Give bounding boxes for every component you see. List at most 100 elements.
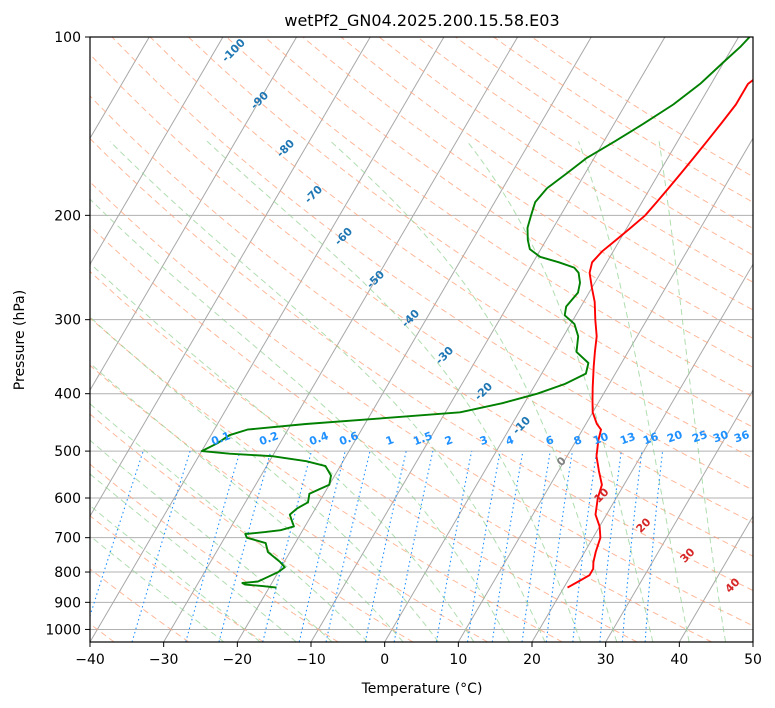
dry-adiabat-line (90, 515, 264, 642)
mixing-ratio-line (393, 450, 434, 642)
mixing-ratio-line (599, 451, 622, 642)
mixing-ratio-label: 10 (591, 430, 610, 448)
moist-adiabat-line (90, 198, 510, 642)
dry-adiabat-line (90, 413, 414, 642)
temperature-line (567, 78, 753, 589)
y-tick-label: 100 (54, 30, 81, 46)
moist-adiabat-line (578, 141, 690, 642)
moist-adiabat-line (90, 316, 439, 642)
isotherm-line (163, 37, 519, 642)
moist-adiabat-line (658, 141, 727, 642)
mixing-ratio-line (185, 450, 241, 642)
mixing-ratio-label: 20 (665, 428, 684, 446)
mixing-ratio-label: 0.4 (307, 429, 330, 448)
dry-adiabat-line (90, 364, 488, 642)
dry-adiabat-line (90, 53, 753, 524)
mixing-ratio-line (131, 450, 191, 642)
y-tick-label: 600 (54, 491, 81, 507)
dry-adiabat-line (90, 181, 753, 627)
mixing-ratio-line (545, 451, 573, 642)
moist-adiabat-line (90, 439, 333, 642)
y-tick-label: 300 (54, 313, 81, 329)
mixing-ratio-label: 16 (641, 430, 660, 448)
mixing-ratio-line (572, 451, 598, 642)
x-tick-label: −40 (75, 652, 105, 668)
dry-adiabat-lines (90, 37, 753, 642)
mixing-ratio-label: 0.6 (337, 429, 360, 448)
y-tick-label: 1000 (45, 622, 81, 638)
dry-adiabat-line (111, 37, 753, 491)
x-axis-ticks: −40 −30 −20 −10 0 10 20 30 40 50 (75, 642, 762, 668)
moist-adiabat-line (90, 362, 404, 642)
mixing-ratio-label: 6 (544, 433, 556, 448)
y-tick-label: 900 (54, 595, 81, 611)
moist-adiabat-lines (90, 140, 727, 642)
mixing-ratio-line (435, 450, 473, 642)
isotherm-line (531, 263, 753, 642)
x-tick-label: −30 (149, 652, 179, 668)
isotherm-line (90, 37, 445, 642)
isotherm-line (678, 515, 753, 642)
moist-adiabat-line (90, 473, 297, 642)
mixing-ratio-line (521, 451, 551, 642)
y-axis-ticks: 100 200 300 400 500 600 700 800 900 1000 (45, 30, 90, 638)
x-tick-label: −10 (296, 652, 326, 668)
mixing-ratio-line (466, 451, 501, 642)
dry-adiabat-line (90, 568, 190, 642)
mixing-ratio-label: 13 (618, 430, 637, 447)
x-axis-label: Temperature (°C) (361, 681, 483, 697)
mixing-ratio-line (491, 451, 524, 642)
mixing-ratio-label: 1 (384, 433, 396, 448)
mixing-ratio-label: 30 (711, 428, 730, 446)
isotherm-line (457, 137, 753, 642)
y-tick-label: 700 (54, 531, 81, 547)
mixing-ratio-line (90, 450, 144, 618)
dry-adiabat-line (226, 37, 753, 398)
mixing-ratio-label: 3 (478, 433, 490, 448)
x-tick-label: −20 (223, 652, 253, 668)
dry-adiabat-line (264, 37, 753, 368)
mixing-ratio-label: 8 (572, 433, 584, 448)
y-axis-label: Pressure (hPa) (12, 290, 28, 390)
mixing-ratio-label: 0.2 (257, 429, 280, 448)
x-tick-label: 20 (523, 652, 541, 668)
dewpoint-line (200, 37, 751, 589)
dry-adiabat-line (90, 225, 712, 642)
isotherm-line (90, 37, 224, 266)
mixing-ratio-label: 4 (504, 433, 516, 448)
isotherm-line (90, 37, 371, 518)
moist-adiabat-line (466, 140, 654, 642)
isotherm-line (605, 389, 753, 642)
isotherm-line (90, 37, 298, 392)
mixing-ratio-label: 0.1 (209, 429, 232, 448)
y-tick-label: 500 (54, 444, 81, 460)
moist-adiabat-line (90, 262, 475, 642)
y-tick-label: 200 (54, 208, 81, 224)
dry-adiabat-line (90, 137, 753, 592)
mixing-ratio-lines (90, 450, 664, 642)
mixing-ratio-label: 1.5 (411, 429, 434, 448)
chart-title: wetPf2_GN04.2025.200.15.58.E03 (284, 11, 559, 31)
moist-adiabat-line (206, 140, 582, 642)
moist-adiabat-line (330, 140, 618, 642)
mixing-ratio-label: 25 (690, 428, 709, 445)
mixing-ratio-line (621, 451, 643, 642)
plot-area: -100-90-80-70-60-50-40-30-20-10010203040… (90, 37, 753, 642)
y-tick-label: 800 (54, 565, 81, 581)
dry-adiabat-line (90, 95, 753, 557)
profile-series (200, 37, 753, 589)
x-tick-label: 10 (449, 652, 467, 668)
dry-adiabat-line (378, 37, 753, 283)
moist-adiabat-line (90, 535, 225, 642)
isotherm-line (384, 37, 740, 642)
mixing-ratio-label: 2 (443, 433, 455, 448)
x-tick-label: 50 (744, 652, 762, 668)
moist-adiabat-line (109, 140, 546, 642)
x-tick-label: 0 (380, 652, 389, 668)
x-tick-label: 40 (670, 652, 688, 668)
x-tick-label: 30 (597, 652, 615, 668)
isotherm-line (236, 37, 592, 642)
mixing-ratio-line (644, 451, 664, 642)
